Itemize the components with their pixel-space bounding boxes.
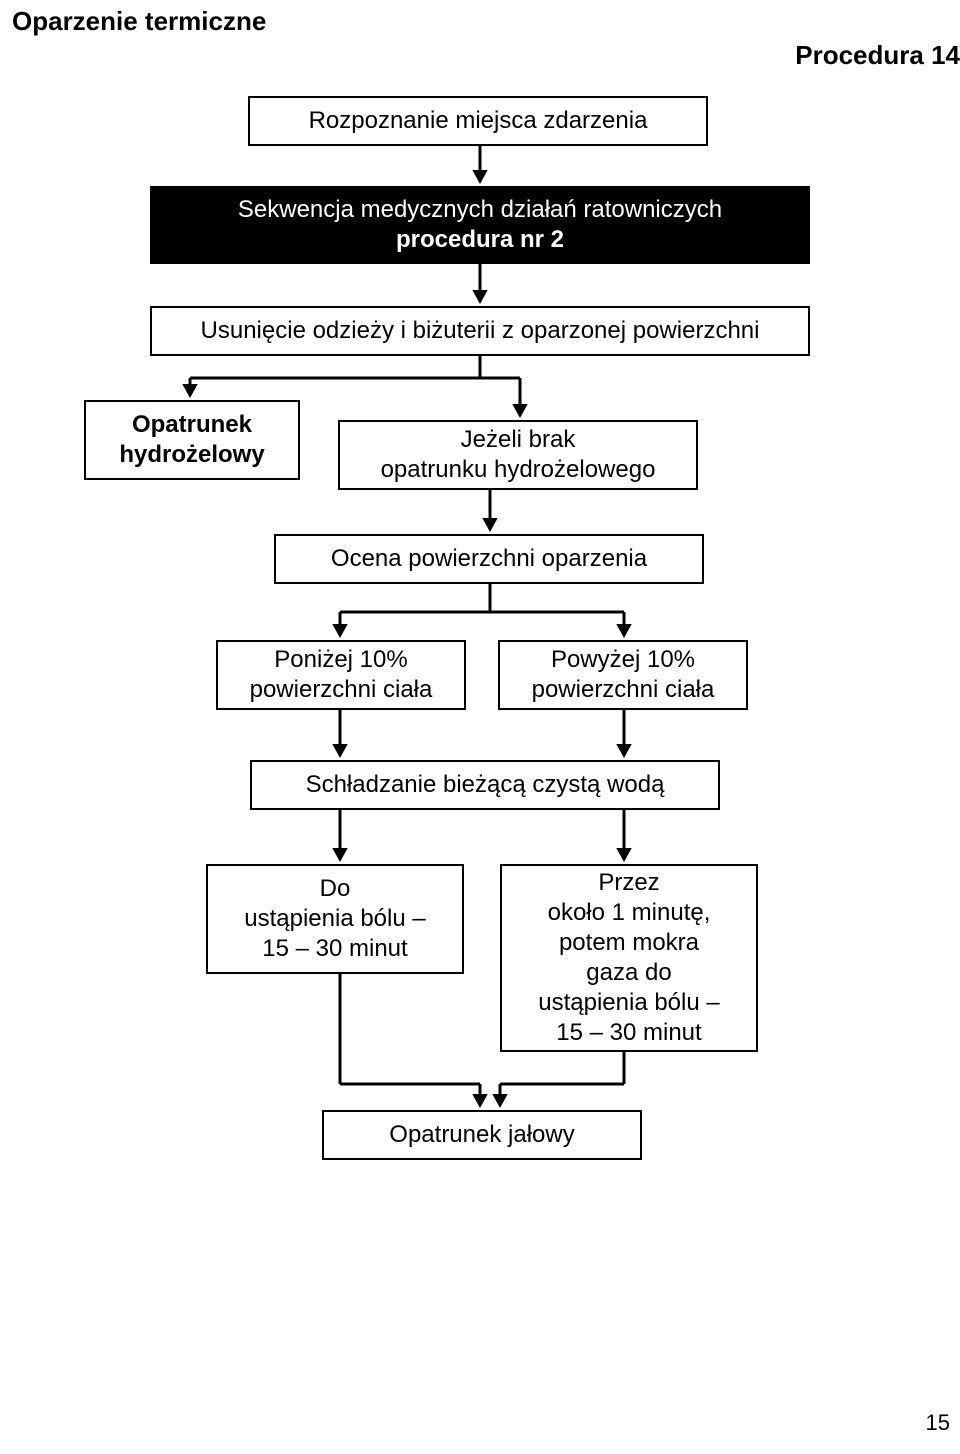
node-text: Do ustąpienia bólu – 15 – 30 minut bbox=[244, 874, 425, 964]
line: Powyżej 10% bbox=[532, 645, 715, 675]
page-title-right: Procedura 14 bbox=[760, 40, 960, 80]
node-text: Opatrunek hydrożelowy bbox=[119, 410, 264, 470]
node-text: Jeżeli brak opatrunku hydrożelowego bbox=[381, 425, 656, 485]
node-about-1-minute: Przez około 1 minutę, potem mokra gaza d… bbox=[500, 864, 758, 1052]
line: ustąpienia bólu – bbox=[538, 988, 719, 1018]
node-if-no-hydrogel: Jeżeli brak opatrunku hydrożelowego bbox=[338, 420, 698, 490]
line: 15 – 30 minut bbox=[538, 1018, 719, 1048]
node-text: Poniżej 10% powierzchni ciała bbox=[250, 645, 433, 705]
line: Opatrunek bbox=[119, 410, 264, 440]
line: 15 – 30 minut bbox=[244, 934, 425, 964]
node-sequence-procedure-2: Sekwencja medycznych działań ratowniczyc… bbox=[150, 186, 810, 264]
page: Oparzenie termiczne Procedura 14 Rozpozn… bbox=[0, 0, 960, 1454]
node-hydrogel-dressing: Opatrunek hydrożelowy bbox=[84, 400, 300, 480]
line: Przez bbox=[538, 868, 719, 898]
node-text: Rozpoznanie miejsca zdarzenia bbox=[309, 106, 648, 136]
line: ustąpienia bólu – bbox=[244, 904, 425, 934]
line: procedura nr 2 bbox=[238, 225, 722, 255]
node-text: Sekwencja medycznych działań ratowniczyc… bbox=[238, 195, 722, 255]
line: Jeżeli brak bbox=[381, 425, 656, 455]
node-remove-clothing: Usunięcie odzieży i biżuterii z oparzone… bbox=[150, 306, 810, 356]
line: Sekwencja medycznych działań ratowniczyc… bbox=[238, 195, 722, 225]
line: opatrunku hydrożelowego bbox=[381, 455, 656, 485]
node-text: Ocena powierzchni oparzenia bbox=[331, 544, 647, 574]
node-text: Powyżej 10% powierzchni ciała bbox=[532, 645, 715, 705]
node-below-10: Poniżej 10% powierzchni ciała bbox=[216, 640, 466, 710]
line: potem mokra bbox=[538, 928, 719, 958]
line: Poniżej 10% bbox=[250, 645, 433, 675]
page-number: 15 bbox=[910, 1410, 950, 1440]
node-text: Opatrunek jałowy bbox=[389, 1120, 574, 1150]
line: Do bbox=[244, 874, 425, 904]
node-sterile-dressing: Opatrunek jałowy bbox=[322, 1110, 642, 1160]
node-text: Przez około 1 minutę, potem mokra gaza d… bbox=[538, 868, 719, 1048]
line: powierzchni ciała bbox=[532, 675, 715, 705]
line: powierzchni ciała bbox=[250, 675, 433, 705]
node-recognize-scene: Rozpoznanie miejsca zdarzenia bbox=[248, 96, 708, 146]
page-title-left: Oparzenie termiczne bbox=[12, 6, 412, 46]
line: gaza do bbox=[538, 958, 719, 988]
node-text: Schładzanie bieżącą czystą wodą bbox=[306, 770, 665, 800]
node-assess-burn-area: Ocena powierzchni oparzenia bbox=[274, 534, 704, 584]
node-text: Usunięcie odzieży i biżuterii z oparzone… bbox=[201, 316, 760, 346]
line: hydrożelowy bbox=[119, 440, 264, 470]
line: około 1 minutę, bbox=[538, 898, 719, 928]
node-above-10: Powyżej 10% powierzchni ciała bbox=[498, 640, 748, 710]
node-cooling-water: Schładzanie bieżącą czystą wodą bbox=[250, 760, 720, 810]
node-until-pain-15-30: Do ustąpienia bólu – 15 – 30 minut bbox=[206, 864, 464, 974]
